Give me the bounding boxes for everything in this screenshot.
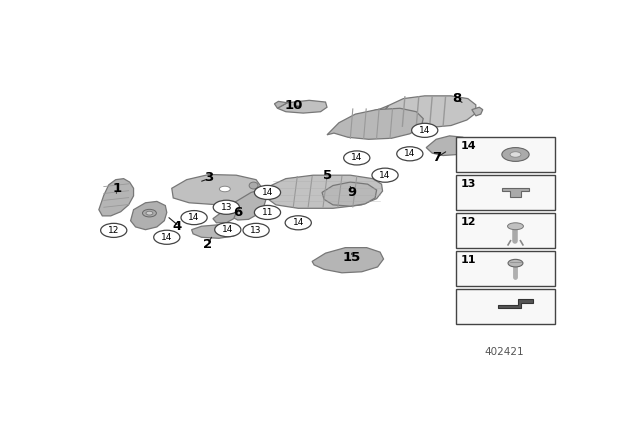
Ellipse shape [100,224,127,237]
Text: 14: 14 [161,233,173,242]
Text: 11: 11 [461,255,476,265]
Text: 13: 13 [221,203,232,212]
Text: 14: 14 [222,225,234,234]
Ellipse shape [372,168,398,182]
Text: 12: 12 [108,226,120,235]
FancyBboxPatch shape [456,175,555,210]
Text: 13: 13 [461,179,476,190]
Polygon shape [99,179,134,216]
Text: 8: 8 [452,92,461,105]
Ellipse shape [508,259,523,267]
Polygon shape [502,188,529,197]
Text: 4: 4 [172,220,181,233]
Ellipse shape [344,151,370,165]
Polygon shape [376,96,476,128]
Text: 14: 14 [351,153,362,163]
FancyBboxPatch shape [456,289,555,323]
Polygon shape [268,175,383,208]
Text: 14: 14 [292,218,304,227]
Ellipse shape [213,200,239,214]
Polygon shape [131,202,167,230]
Text: 6: 6 [233,206,243,219]
Ellipse shape [146,211,153,215]
Ellipse shape [254,205,280,220]
Ellipse shape [220,186,230,192]
Ellipse shape [181,211,207,224]
Text: 14: 14 [380,171,391,180]
Ellipse shape [412,123,438,138]
Polygon shape [498,299,533,308]
Ellipse shape [502,147,529,161]
Polygon shape [327,108,423,139]
Text: 5: 5 [323,169,333,182]
Polygon shape [472,107,483,116]
Ellipse shape [214,223,241,237]
Ellipse shape [249,182,258,189]
FancyBboxPatch shape [456,137,555,172]
FancyBboxPatch shape [456,251,555,285]
Ellipse shape [243,224,269,237]
Text: 14: 14 [419,126,431,135]
Polygon shape [172,174,261,205]
Polygon shape [312,248,383,273]
Text: 14: 14 [461,142,477,151]
Polygon shape [275,101,287,108]
Ellipse shape [397,147,423,161]
Polygon shape [277,100,327,113]
Polygon shape [372,106,388,120]
Ellipse shape [508,223,524,230]
Ellipse shape [143,209,156,217]
Text: 14: 14 [188,213,200,222]
Text: 3: 3 [204,172,214,185]
Text: 7: 7 [433,151,442,164]
Text: 14: 14 [404,149,415,158]
Ellipse shape [510,152,521,157]
Polygon shape [191,224,239,238]
Polygon shape [426,136,469,155]
Text: 1: 1 [113,182,122,195]
Text: 11: 11 [262,208,273,217]
Polygon shape [228,188,271,220]
Polygon shape [213,210,236,223]
Ellipse shape [285,216,311,230]
Ellipse shape [254,185,280,199]
Text: 10: 10 [284,99,303,112]
Text: 12: 12 [461,217,476,227]
Ellipse shape [154,230,180,244]
Text: 9: 9 [348,186,356,199]
Polygon shape [322,182,376,206]
Text: 14: 14 [262,188,273,197]
Text: 402421: 402421 [484,347,524,357]
Text: 2: 2 [204,238,212,251]
Text: 13: 13 [250,226,262,235]
Text: 15: 15 [342,251,361,264]
FancyBboxPatch shape [456,213,555,248]
